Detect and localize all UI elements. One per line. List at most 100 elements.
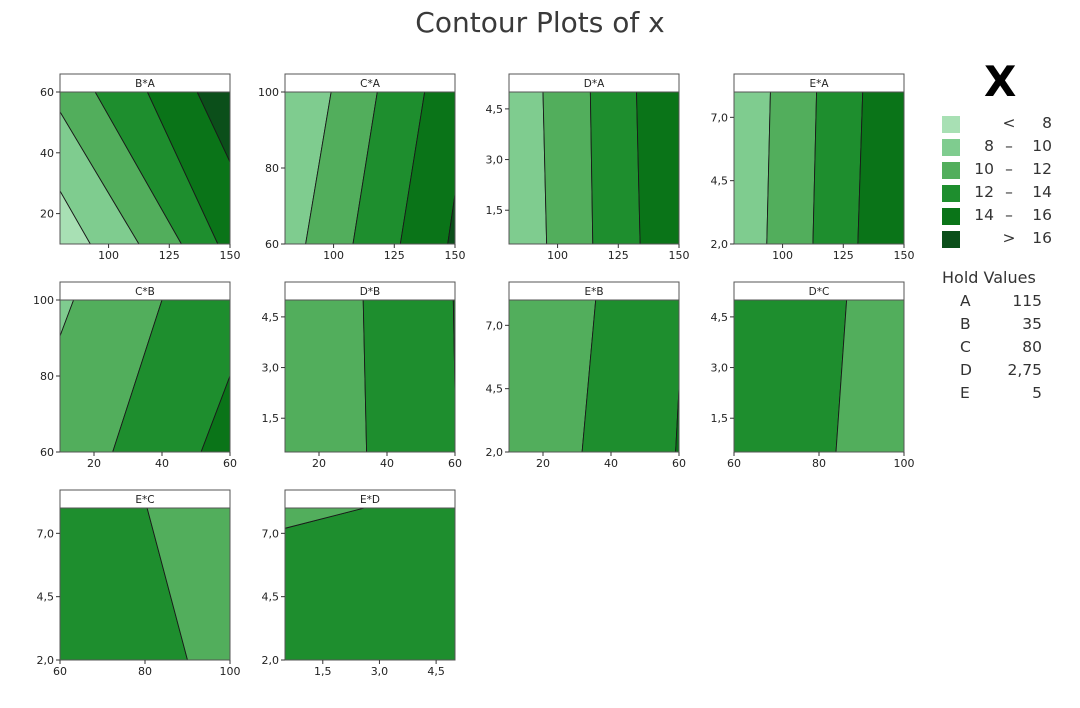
legend-high-value: 14 [1032,183,1052,201]
x-tick-label: 150 [894,249,915,262]
contour-region [60,508,188,660]
y-tick-label: 7,0 [37,527,55,540]
contour-panel: E*A 100 125 150 2,0 4,5 7,0 [711,73,915,262]
contour-region [812,92,864,244]
contour-region [857,92,904,244]
legend-low-value: 8 [984,137,994,155]
y-tick-label: 2,0 [37,654,55,667]
contour-regions [285,92,455,244]
panel-title: E*B [584,286,603,298]
page-title: Contour Plots of x [415,6,665,39]
contour-region [196,92,230,163]
contour-region [766,92,818,244]
legend-row: 14– 16 [940,206,1070,226]
x-tick-label: 60 [672,457,686,470]
contour-region [285,300,368,452]
contour-region [399,92,455,244]
panel-title: D*B [360,286,381,298]
hold-value-row: C 80 [960,338,1060,360]
y-tick-label: 4,5 [37,591,55,604]
y-tick-label: 2,0 [262,654,280,667]
legend-low-value: 12 [974,183,994,201]
y-tick-label: 4,5 [486,103,504,116]
x-tick-label: 1,5 [314,665,332,678]
contour-region [542,92,594,244]
panel-title: B*A [135,78,155,90]
contour-panel: C*B 20 40 60 60 80 100 [33,281,237,470]
panel-frame [284,299,456,453]
legend-swatch [942,231,960,248]
x-tick-label: 20 [312,457,326,470]
x-tick-label: 40 [604,457,618,470]
y-tick-label: 7,0 [262,527,280,540]
x-tick-label: 125 [384,249,405,262]
x-tick-label: 150 [445,249,466,262]
y-tick-label: 60 [40,86,54,99]
contour-panel: C*A 100 125 150 60 80 100 [258,73,466,262]
panel-frame [508,91,680,245]
legend-operator: – [1005,183,1013,201]
hold-value-number: 80 [1022,338,1042,356]
contour-region [285,92,332,244]
x-tick-label: 4,5 [427,665,445,678]
contour-region [94,92,219,244]
contour-regions [60,92,230,244]
hold-value-number: 115 [1012,292,1042,310]
x-tick-label: 125 [159,249,180,262]
y-tick-label: 40 [40,147,54,160]
contour-panel: B*A 100 125 150 20 40 60 [40,73,241,262]
legend-high-value: 12 [1032,160,1052,178]
hold-value-number: 2,75 [1007,361,1042,379]
y-tick-label: 100 [258,86,279,99]
y-tick-label: 100 [33,294,54,307]
y-tick-label: 4,5 [711,311,729,324]
y-tick-label: 4,5 [486,383,504,396]
legend-high-value: 10 [1032,137,1052,155]
hold-value-name: B [960,315,971,333]
hold-value-number: 35 [1022,315,1042,333]
hold-values-title: Hold Values [942,268,1036,287]
contour-region [636,92,679,244]
panel-title: E*C [135,494,154,506]
contour-regions [509,92,679,244]
panel-frame [733,91,905,245]
contour-region [734,300,848,452]
x-tick-label: 20 [87,457,101,470]
x-tick-label: 100 [220,665,241,678]
x-tick-label: 100 [772,249,793,262]
panel-frame [284,507,456,661]
y-tick-label: 4,5 [262,591,280,604]
contour-region [112,300,230,452]
legend-low-value: 10 [974,160,994,178]
x-tick-label: 100 [894,457,915,470]
y-tick-label: 3,0 [262,362,280,375]
contour-region [447,194,455,244]
contour-region [285,508,365,529]
contour-panel: D*B 20 40 60 1,5 3,0 4,5 [262,281,462,470]
y-tick-label: 2,0 [711,238,729,251]
legend-high-value: 16 [1032,206,1052,224]
x-tick-label: 100 [323,249,344,262]
legend-operator: < [1002,114,1016,132]
hold-value-name: C [960,338,971,356]
legend-swatch [942,116,960,133]
contour-region [305,92,378,244]
hold-value-name: A [960,292,971,310]
hold-value-row: D 2,75 [960,361,1060,383]
y-tick-label: 2,0 [486,446,504,459]
contour-region [200,375,230,452]
contour-region [734,92,771,244]
x-tick-label: 60 [53,665,67,678]
y-tick-label: 4,5 [262,311,280,324]
contour-panel: E*B 20 40 60 2,0 4,5 7,0 [486,281,686,470]
x-tick-label: 125 [833,249,854,262]
hold-value-number: 5 [1032,384,1042,402]
y-tick-label: 80 [265,162,279,175]
contour-panel: D*C 60 80 100 1,5 3,0 4,5 [711,281,915,470]
contour-region [589,92,641,244]
legend-operator: – [1005,137,1013,155]
contour-regions [509,300,679,452]
x-tick-label: 150 [669,249,690,262]
legend-row: 10– 12 [940,160,1070,180]
